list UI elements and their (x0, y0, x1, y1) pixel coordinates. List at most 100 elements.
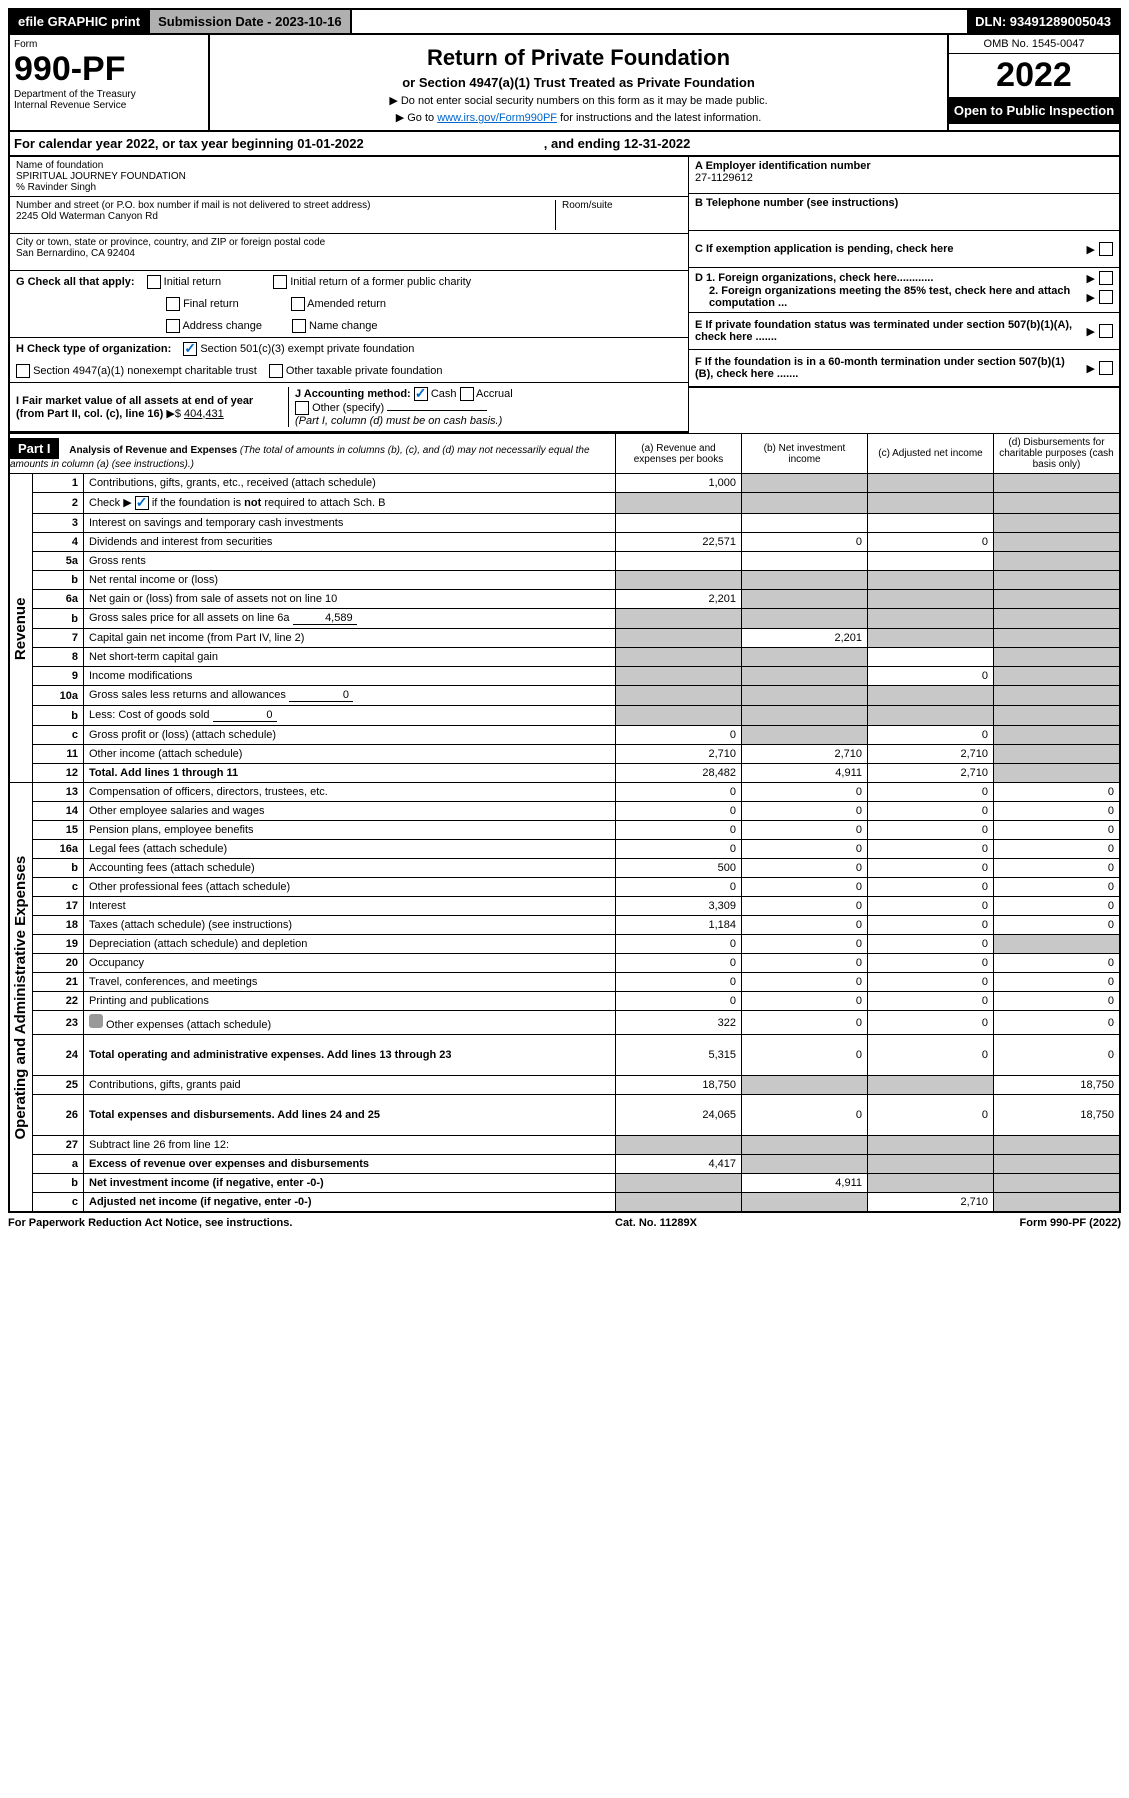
table-row: 27Subtract line 26 from line 12: (9, 1136, 1120, 1155)
cell-d: 0 (994, 802, 1121, 821)
table-row: 3Interest on savings and temporary cash … (9, 514, 1120, 533)
row-label: Contributions, gifts, grants, etc., rece… (84, 474, 616, 493)
cell-c: 0 (868, 726, 994, 745)
cell-c: 0 (868, 821, 994, 840)
table-row: aExcess of revenue over expenses and dis… (9, 1155, 1120, 1174)
cell-c: 0 (868, 878, 994, 897)
cell-b (742, 514, 868, 533)
cell-d: 0 (994, 954, 1121, 973)
h-o3: Other taxable private foundation (286, 365, 443, 377)
cb-other-taxable[interactable] (269, 364, 283, 378)
address: 2245 Old Waterman Canyon Rd (16, 211, 555, 222)
cb-f[interactable] (1099, 361, 1113, 375)
row-label: Gross sales less returns and allowances … (84, 686, 616, 706)
cell-c: 0 (868, 1095, 994, 1136)
cb-initial[interactable] (147, 275, 161, 289)
efile-label: efile GRAPHIC print (10, 10, 150, 33)
cell-b (742, 493, 868, 514)
cb-other-method[interactable] (295, 401, 309, 415)
cb-initial-former[interactable] (273, 275, 287, 289)
arrow-icon: ▶ (1087, 291, 1095, 304)
j-o1: Cash (431, 388, 457, 400)
cell-a: 322 (616, 1011, 742, 1035)
footer: For Paperwork Reduction Act Notice, see … (8, 1213, 1121, 1233)
table-row: Revenue1Contributions, gifts, grants, et… (9, 474, 1120, 493)
cell-a (616, 609, 742, 629)
cell-b: 0 (742, 916, 868, 935)
cell-c: 0 (868, 783, 994, 802)
j-o2: Accrual (476, 388, 513, 400)
h-o2: Section 4947(a)(1) nonexempt charitable … (33, 365, 257, 377)
city-label: City or town, state or province, country… (16, 237, 682, 248)
cell-a (616, 629, 742, 648)
row-number: c (33, 1193, 84, 1213)
cb-name[interactable] (292, 319, 306, 333)
cb-address[interactable] (166, 319, 180, 333)
cb-e[interactable] (1099, 324, 1113, 338)
cell-c: 0 (868, 840, 994, 859)
header-left: Form 990-PF Department of the Treasury I… (10, 35, 210, 130)
cell-d (994, 726, 1121, 745)
attachment-icon[interactable] (89, 1014, 103, 1028)
cb-final[interactable] (166, 297, 180, 311)
irs-link[interactable]: www.irs.gov/Form990PF (437, 112, 557, 124)
cell-a: 5,315 (616, 1035, 742, 1076)
cb-501c3[interactable] (183, 342, 197, 356)
table-row: 23 Other expenses (attach schedule)32200… (9, 1011, 1120, 1035)
part1-table: Part I Analysis of Revenue and Expenses … (8, 433, 1121, 1213)
row-label: Total expenses and disbursements. Add li… (84, 1095, 616, 1136)
table-row: Operating and Administrative Expenses13C… (9, 783, 1120, 802)
g-o1: Initial return (164, 276, 221, 288)
cell-c (868, 629, 994, 648)
cell-a: 0 (616, 821, 742, 840)
cell-d: 0 (994, 992, 1121, 1011)
cb-d1[interactable] (1099, 271, 1113, 285)
cb-cash[interactable] (414, 387, 428, 401)
table-row: 16aLegal fees (attach schedule)0000 (9, 840, 1120, 859)
table-row: 5aGross rents (9, 552, 1120, 571)
cb-d2[interactable] (1099, 290, 1113, 304)
row-label: Interest (84, 897, 616, 916)
cell-c (868, 1076, 994, 1095)
cell-d: 0 (994, 897, 1121, 916)
footer-right: Form 990-PF (2022) (1020, 1217, 1121, 1229)
row-label: Other professional fees (attach schedule… (84, 878, 616, 897)
cell-a (616, 514, 742, 533)
cb-amended[interactable] (291, 297, 305, 311)
c-label: C If exemption application is pending, c… (695, 243, 1083, 255)
cell-c: 0 (868, 1035, 994, 1076)
d-row: D 1. Foreign organizations, check here..… (689, 268, 1119, 313)
cell-b (742, 706, 868, 726)
row-number: 8 (33, 648, 84, 667)
f-row: F If the foundation is in a 60-month ter… (689, 350, 1119, 388)
omb-number: OMB No. 1545-0047 (949, 35, 1119, 54)
row-label: Travel, conferences, and meetings (84, 973, 616, 992)
cb-c[interactable] (1099, 242, 1113, 256)
cell-c (868, 1155, 994, 1174)
cell-b (742, 686, 868, 706)
cell-d: 0 (994, 973, 1121, 992)
cb-schb[interactable] (135, 496, 149, 510)
table-row: 17Interest3,309000 (9, 897, 1120, 916)
row-label: Interest on savings and temporary cash i… (84, 514, 616, 533)
cell-c: 0 (868, 935, 994, 954)
cell-a: 500 (616, 859, 742, 878)
row-number: 4 (33, 533, 84, 552)
row-label: Capital gain net income (from Part IV, l… (84, 629, 616, 648)
cell-c (868, 609, 994, 629)
table-row: bNet investment income (if negative, ent… (9, 1174, 1120, 1193)
row-number: 5a (33, 552, 84, 571)
row-number: a (33, 1155, 84, 1174)
row-number: 12 (33, 764, 84, 783)
section-ij: I Fair market value of all assets at end… (10, 383, 688, 433)
section-revenue: Revenue (9, 474, 33, 783)
open-public: Open to Public Inspection (949, 97, 1119, 124)
cb-4947[interactable] (16, 364, 30, 378)
cell-a: 0 (616, 878, 742, 897)
cell-d (994, 764, 1121, 783)
row-number: 19 (33, 935, 84, 954)
table-row: cGross profit or (loss) (attach schedule… (9, 726, 1120, 745)
row-number: 6a (33, 590, 84, 609)
cb-accrual[interactable] (460, 387, 474, 401)
row-label: Accounting fees (attach schedule) (84, 859, 616, 878)
